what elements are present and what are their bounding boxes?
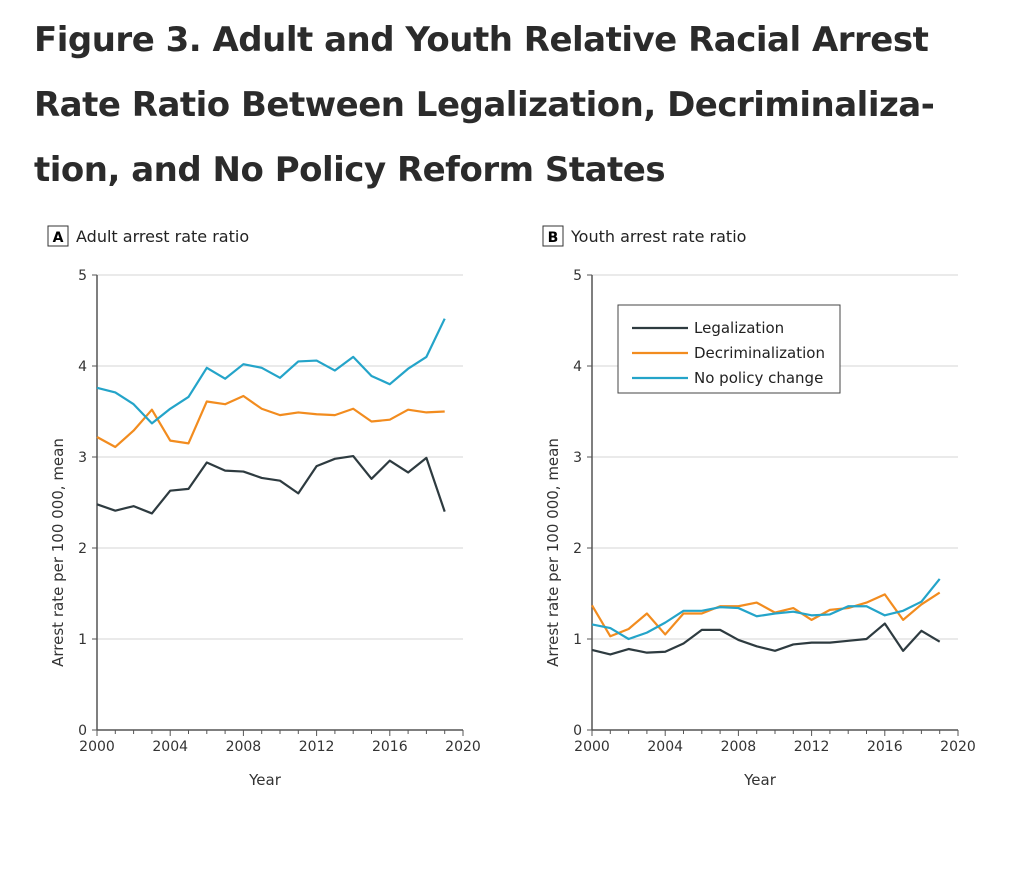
panel-label: A [53,230,64,246]
x-axis-label: Year [248,771,282,789]
x-tick-label: 2000 [574,739,610,755]
series-line-decriminalization [591,591,941,638]
panel-label: B [548,230,559,246]
legend-label: Legalization [694,319,784,337]
series-line-legalization [591,622,941,656]
legend-label: Decriminalization [694,344,825,362]
y-tick-label: 2 [78,541,87,557]
y-tick-label: 1 [78,632,87,648]
x-tick-label: 2020 [940,739,976,755]
y-tick-label: 2 [573,541,582,557]
y-tick-label: 3 [573,450,582,466]
panel-label-box [47,225,69,247]
x-tick-label: 2008 [721,739,757,755]
panel-title: Youth arrest rate ratio [570,227,746,246]
x-tick-label: 2016 [867,739,903,755]
y-tick-label: 1 [573,632,582,648]
panel-title: Adult arrest rate ratio [76,227,249,246]
x-tick-label: 2004 [152,739,188,755]
x-tick-label: 2004 [647,739,683,755]
legend-label: No policy change [694,369,823,387]
y-tick-label: 0 [573,723,582,739]
series-line-legalization [96,454,446,515]
x-tick-label: 2020 [445,739,481,755]
y-tick-label: 0 [78,723,87,739]
x-tick-label: 2000 [79,739,115,755]
y-tick-label: 5 [78,268,87,284]
y-tick-label: 5 [573,268,582,284]
y-tick-label: 4 [78,359,87,375]
series-line-no-policy-change [96,318,446,425]
panel-B: B Youth arrest rate ratio 0 1 2 3 4 5 2000 2004 20… [542,225,976,789]
panel-A: A Adult arrest rate ratio 0 1 2 3 4 5 2000 2004 20… [47,225,481,789]
x-tick-label: 2012 [794,739,830,755]
y-axis-label: Arrest rate per 100 000, mean [49,438,67,667]
y-axis-label: Arrest rate per 100 000, mean [544,438,562,667]
x-tick-label: 2008 [226,739,262,755]
series-line-no-policy-change [591,578,941,641]
x-tick-label: 2016 [372,739,408,755]
y-tick-label: 3 [78,450,87,466]
x-axis-label: Year [743,771,777,789]
figure-title: Figure 3. Adult and Youth Relative Racia… [34,20,935,190]
y-tick-label: 4 [573,359,582,375]
series-line-decriminalization [96,394,445,449]
x-tick-label: 2012 [299,739,335,755]
panel-label-box [542,225,564,247]
legend: Legalization Decriminalization No policy c… [617,304,841,394]
